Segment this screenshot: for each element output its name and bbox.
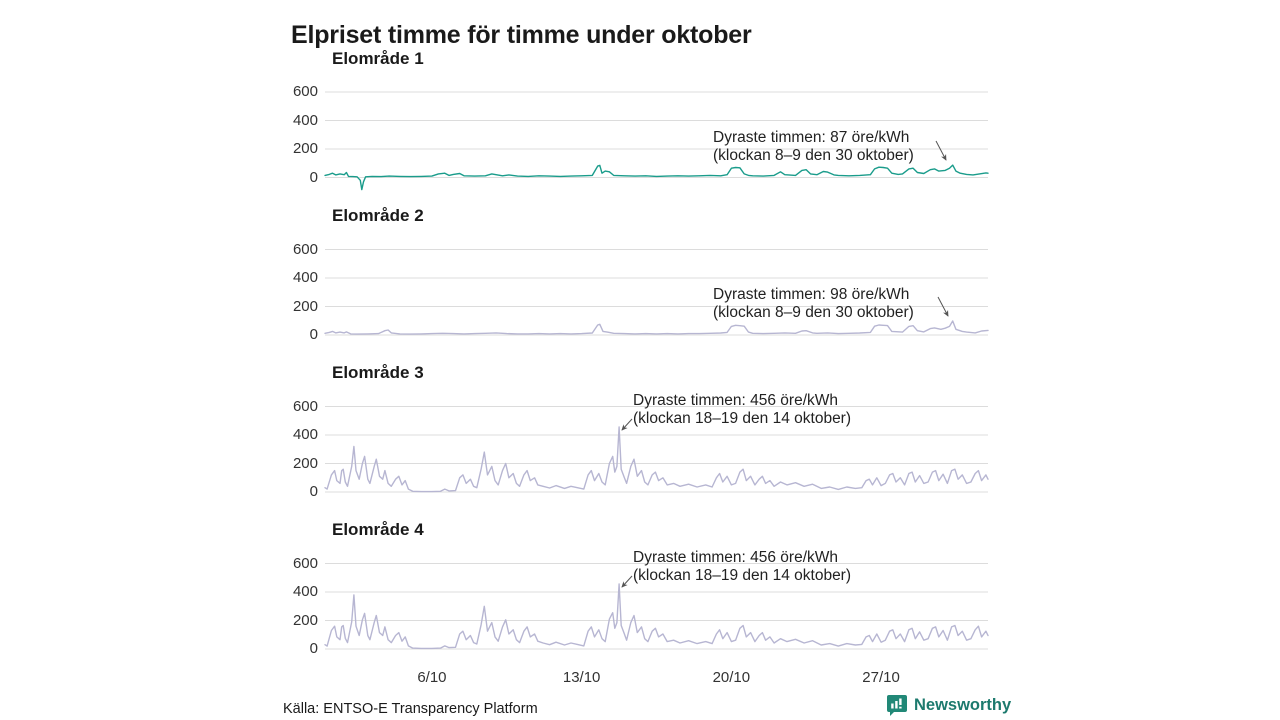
annotation-arrow	[621, 418, 633, 431]
x-tick-label: 13/10	[562, 669, 601, 686]
price-line-elomrade-2	[324, 320, 989, 335]
y-tick-label: 0	[309, 326, 318, 343]
x-tick-label: 27/10	[862, 669, 900, 686]
annotation-max-elomrade-1: Dyraste timmen: 87 öre/kWh (klockan 8–9 …	[713, 129, 914, 165]
subplot-title-elomrade-3: Elområde 3	[332, 363, 424, 382]
y-tick-label: 200	[292, 140, 318, 157]
subplot-title-elomrade-4: Elområde 4	[332, 520, 424, 539]
y-tick-label: 600	[292, 554, 318, 572]
source-credit: Källa: ENTSO-E Transparency Platform	[283, 701, 538, 717]
annotation-line: Dyraste timmen: 98 öre/kWh	[713, 286, 910, 303]
price-line-elomrade-4	[324, 583, 989, 650]
y-tick-label: 400	[292, 583, 318, 600]
x-tick-label: 20/10	[712, 669, 751, 686]
y-tick-label: 600	[292, 397, 318, 415]
annotation-max-elomrade-3: Dyraste timmen: 456 öre/kWh (klockan 18–…	[633, 392, 851, 428]
newsworthy-logo-text: Newsworthy	[914, 696, 1012, 714]
annotation-line: Dyraste timmen: 456 öre/kWh	[633, 549, 839, 566]
y-tick-label: 400	[292, 111, 318, 129]
price-line-elomrade-1	[324, 164, 989, 191]
annotation-max-elomrade-2: Dyraste timmen: 98 öre/kWh (klockan 8–9 …	[713, 286, 914, 322]
chart-title: Elpriset timme för timme under oktober	[291, 20, 752, 49]
y-tick-label: 0	[309, 640, 318, 657]
y-tick-label: 200	[292, 611, 318, 629]
x-tick-label: 6/10	[417, 669, 447, 686]
price-line-elomrade-3	[324, 426, 989, 493]
annotation-arrow	[937, 296, 949, 317]
subplot-title-elomrade-1: Elområde 1	[332, 49, 424, 68]
annotation-line: Dyraste timmen: 456 öre/kWh	[633, 392, 839, 409]
y-tick-label: 600	[292, 83, 318, 100]
annotation-max-elomrade-4: Dyraste timmen: 456 öre/kWh (klockan 18–…	[633, 549, 851, 585]
annotation-line: (klockan 8–9 den 30 oktober)	[713, 147, 914, 164]
annotation-arrow	[621, 575, 633, 588]
annotation-line: (klockan 8–9 den 30 oktober)	[713, 304, 914, 321]
y-tick-label: 400	[292, 426, 318, 443]
y-tick-label: 200	[292, 297, 318, 315]
annotation-arrow	[935, 140, 947, 161]
annotation-line: (klockan 18–19 den 14 oktober)	[633, 410, 852, 427]
annotation-line: Dyraste timmen: 87 öre/kWh	[713, 129, 910, 146]
y-tick-label: 600	[292, 240, 318, 258]
y-tick-label: 0	[309, 483, 318, 500]
newsworthy-logo-icon	[887, 695, 907, 716]
subplot-title-elomrade-2: Elområde 2	[332, 206, 424, 225]
y-tick-label: 200	[292, 454, 318, 472]
y-tick-label: 0	[309, 168, 318, 186]
annotation-line: (klockan 18–19 den 14 oktober)	[633, 567, 852, 584]
newsworthy-logo: Newsworthy	[886, 694, 1011, 717]
y-tick-label: 400	[292, 269, 318, 286]
